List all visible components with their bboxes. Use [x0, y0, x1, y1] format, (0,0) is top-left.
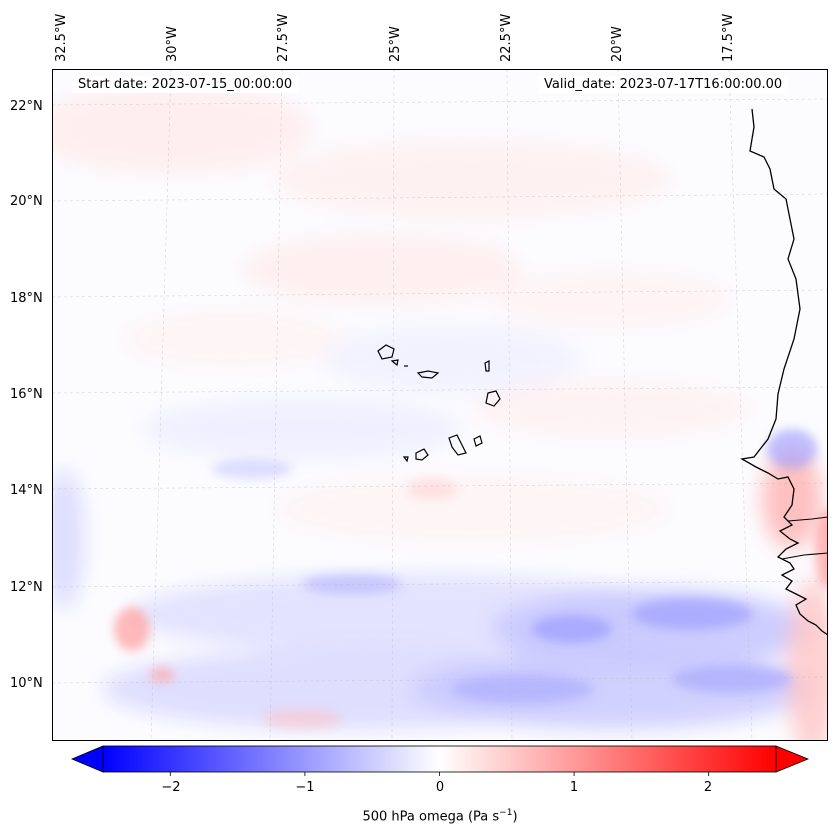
africa-coastline	[740, 108, 828, 636]
lat-label-10N: 10°N	[10, 676, 43, 691]
lat-label-22N: 22°N	[10, 99, 43, 114]
lon-label-20W: 20°W	[610, 26, 625, 62]
lat-label-12N: 12°N	[10, 580, 43, 595]
lon-label-22.5W: 22.5°W	[499, 13, 514, 62]
colorbar-tick-label: 0	[435, 780, 445, 795]
lat-label-14N: 14°N	[10, 483, 43, 498]
colorbar-tick-label: −1	[295, 780, 315, 795]
colorbar-label: 500 hPa omega (Pa s−1)	[362, 808, 518, 825]
colorbar-tick-label: −2	[161, 780, 181, 795]
colorbar	[70, 745, 810, 776]
lat-label-18N: 18°N	[10, 291, 43, 306]
lon-label-32.5W: 32.5°W	[54, 13, 69, 62]
map-frame	[52, 69, 828, 741]
omega-field	[52, 84, 828, 741]
lon-label-30W: 30°W	[165, 26, 180, 62]
colorbar-tick-marks	[169, 772, 710, 776]
map-panel	[52, 69, 828, 741]
lon-label-17.5W: 17.5°W	[721, 13, 736, 62]
colorbar-body	[102, 745, 777, 773]
lon-label-27.5W: 27.5°W	[276, 13, 291, 62]
omega-field-detail	[114, 429, 828, 729]
lon-label-25W: 25°W	[388, 26, 403, 62]
lat-label-16N: 16°N	[10, 387, 43, 402]
lat-label-20N: 20°N	[10, 194, 43, 209]
cape-verde-islands	[377, 344, 501, 463]
graticule	[52, 69, 828, 741]
colorbar-tick-label: 1	[569, 780, 579, 795]
colorbar-tick-label: 2	[703, 780, 713, 795]
colorbar-extend-min	[70, 745, 104, 773]
valid-date-label: Valid_date: 2023-07-17T16:00:00.00	[538, 76, 789, 93]
colorbar-extend-max	[775, 745, 810, 773]
start-date-label: Start date: 2023-07-15_00:00:00	[72, 76, 299, 93]
casamance-border	[781, 552, 828, 560]
gambia-river	[787, 516, 828, 522]
